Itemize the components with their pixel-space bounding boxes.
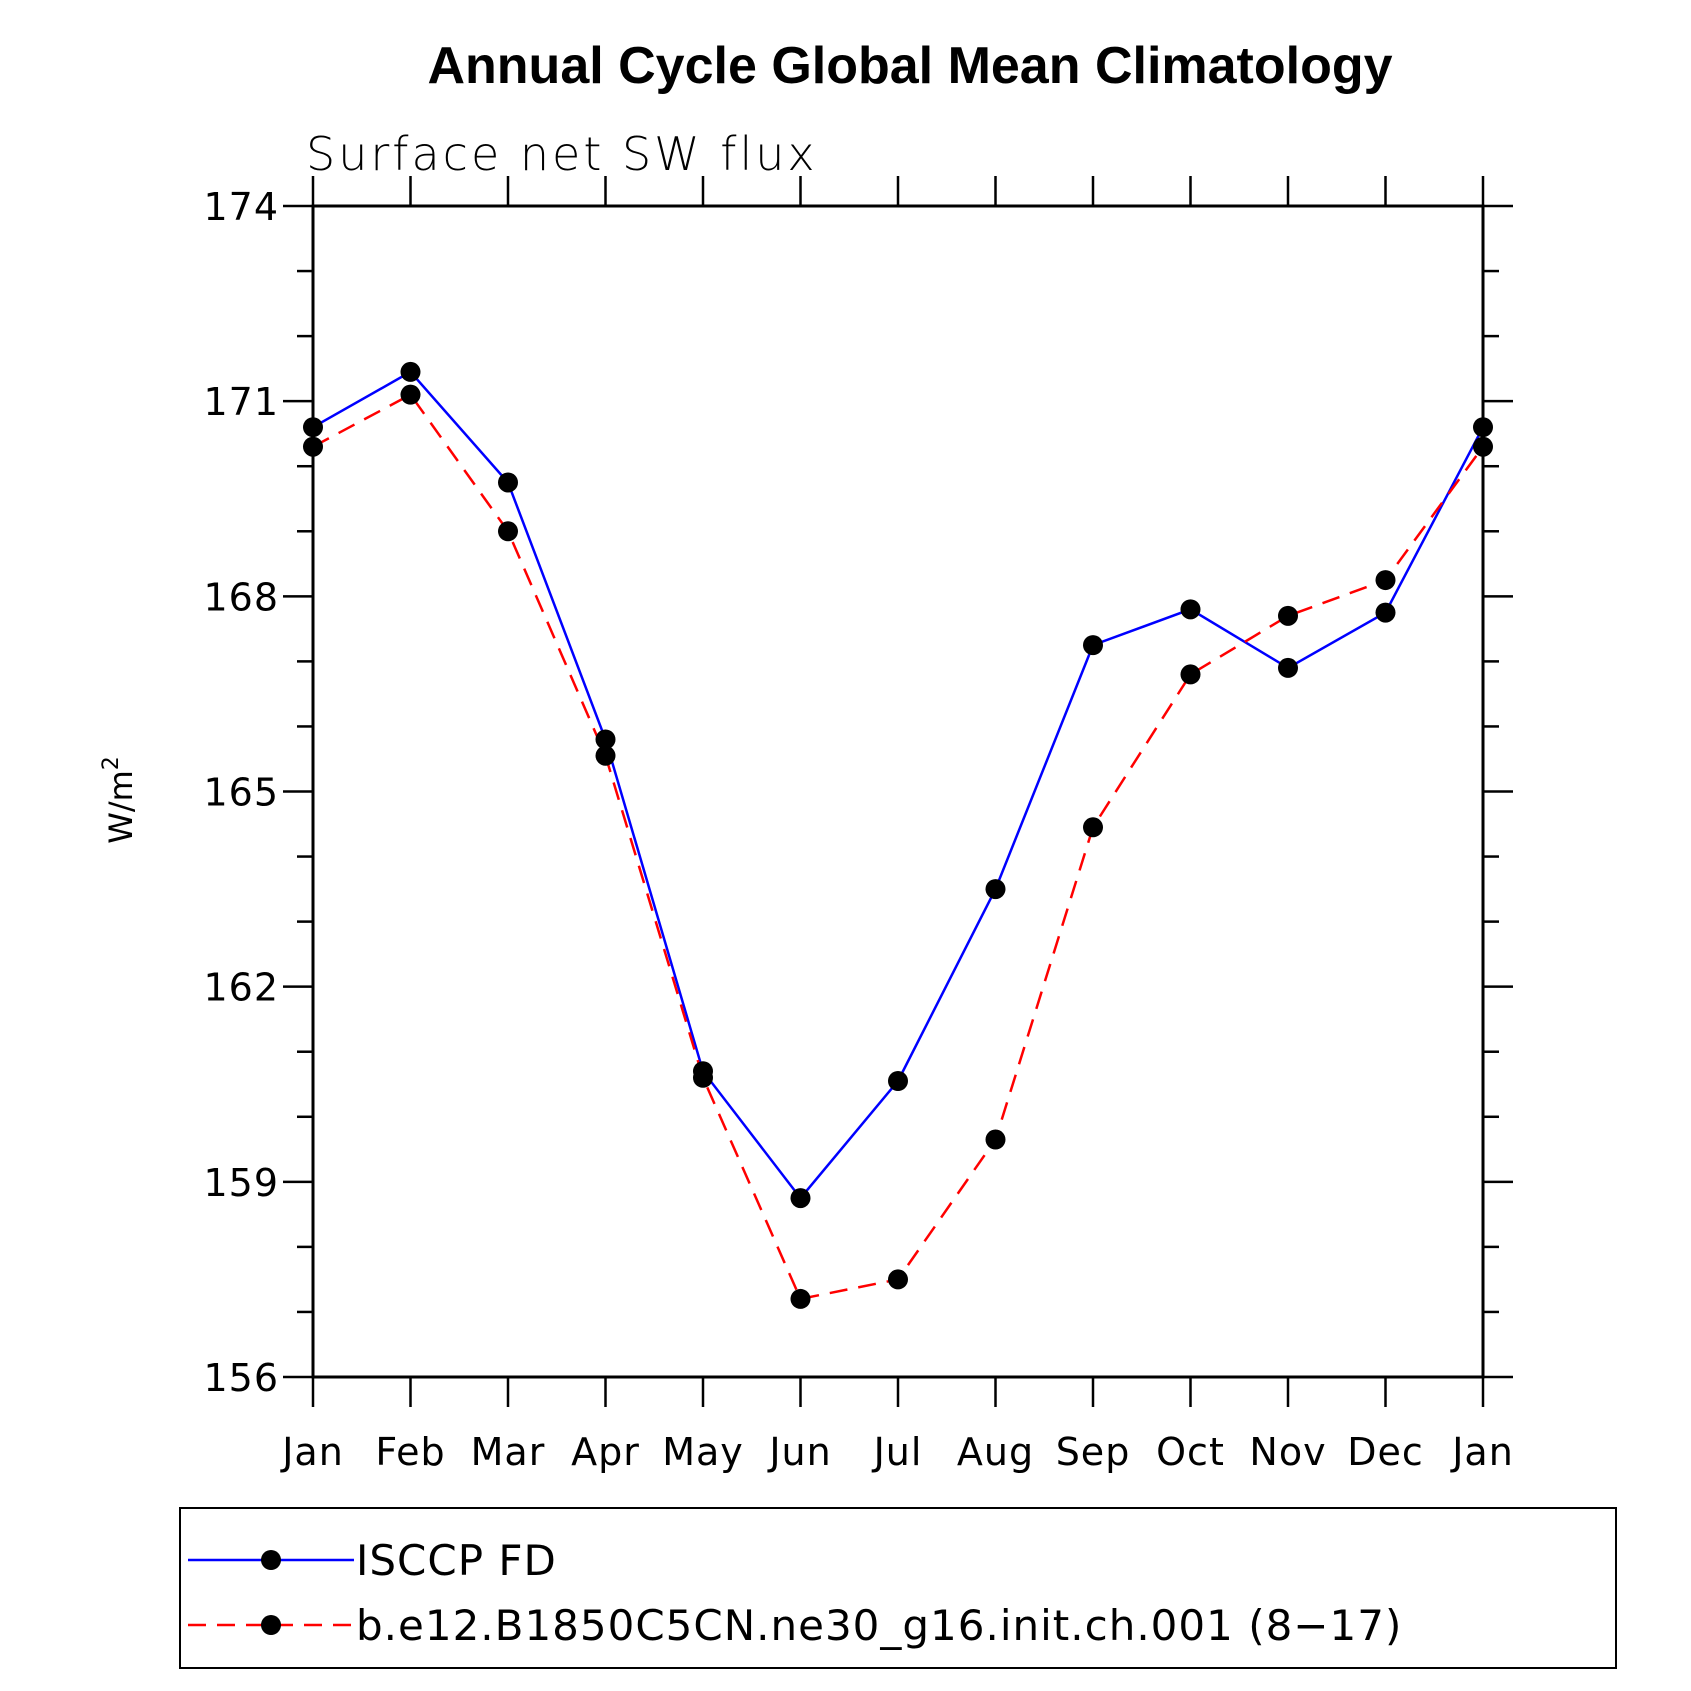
x-tick-label: Dec	[1347, 1430, 1424, 1474]
x-tick-label: Jun	[767, 1430, 831, 1474]
chart-title: Annual Cycle Global Mean Climatology	[427, 37, 1392, 95]
x-tick-label: Jan	[1450, 1430, 1514, 1474]
y-tick-label: 159	[203, 1161, 279, 1205]
series-line-2	[312, 393, 1485, 1301]
x-tick-label: Oct	[1156, 1430, 1225, 1474]
x-tick-label: Jan	[280, 1430, 344, 1474]
x-tick-label: Sep	[1056, 1430, 1131, 1474]
legend-box	[179, 1507, 1617, 1669]
y-tick-label: 171	[203, 380, 279, 424]
series-1-point	[303, 417, 323, 438]
legend-swatch-marker-2	[261, 1615, 281, 1635]
x-tick-label: Jul	[872, 1430, 923, 1474]
x-tick-label: Nov	[1249, 1430, 1326, 1474]
y-tick-label: 156	[203, 1356, 279, 1400]
series-2-point	[693, 1067, 713, 1088]
svg-text:W/m2: W/m2	[99, 756, 140, 844]
y-tick-label: 165	[203, 771, 279, 815]
chart-subtitle: Surface net SW flux	[306, 127, 818, 181]
series-1-point	[1375, 602, 1396, 623]
series-1-point	[1180, 599, 1201, 620]
legend: ISCCP FD b.e12.B1850C5CN.ne30_g16.init.c…	[179, 1507, 1617, 1669]
series-1-point	[1473, 417, 1493, 438]
series-1-point	[790, 1188, 811, 1209]
x-tick-label: Feb	[375, 1430, 445, 1474]
series-1-point	[888, 1070, 908, 1091]
series-2-point	[400, 384, 421, 405]
y-axis-label: W/m2	[99, 756, 140, 844]
series-2-point	[595, 745, 616, 766]
series-2-point	[985, 1129, 1006, 1150]
y-tick-label: 168	[203, 575, 279, 619]
y-tick-label: 162	[203, 966, 279, 1010]
x-tick-label: Apr	[571, 1430, 640, 1474]
series-1-point	[1278, 657, 1298, 678]
series-2-point	[303, 436, 323, 457]
x-tick-label: Aug	[957, 1430, 1034, 1474]
series-2-point	[1375, 570, 1396, 591]
series-2-point	[1278, 605, 1298, 626]
series-1-point	[400, 361, 421, 382]
legend-label-1: ISCCP FD	[356, 1536, 557, 1585]
series-2-point	[1083, 817, 1103, 838]
series-2-point	[790, 1288, 811, 1309]
series-layer	[303, 361, 1493, 1309]
series-1-point	[595, 729, 616, 750]
x-tick-label: May	[662, 1430, 744, 1474]
legend-swatch-marker-1	[261, 1550, 281, 1570]
series-2-point	[498, 521, 518, 542]
series-2-point	[1473, 436, 1493, 457]
series-2-point	[1180, 664, 1201, 685]
legend-label-2: b.e12.B1850C5CN.ne30_g16.init.ch.001 (8−…	[356, 1601, 1402, 1650]
axes: 156 159 162 165 168 171 174 Jan Feb Mar Apr May Jun J…	[203, 176, 1513, 1474]
series-2-point	[888, 1269, 908, 1290]
plot-frame	[311, 204, 1485, 1379]
series-1-point	[1083, 635, 1103, 656]
series-1-point	[498, 472, 518, 493]
y-axis-label-superscript: 2	[99, 756, 124, 770]
y-axis-label-text: W/m	[102, 770, 140, 844]
y-tick-label: 174	[203, 185, 279, 229]
x-tick-label: Mar	[471, 1430, 546, 1474]
series-1-point	[985, 879, 1006, 900]
